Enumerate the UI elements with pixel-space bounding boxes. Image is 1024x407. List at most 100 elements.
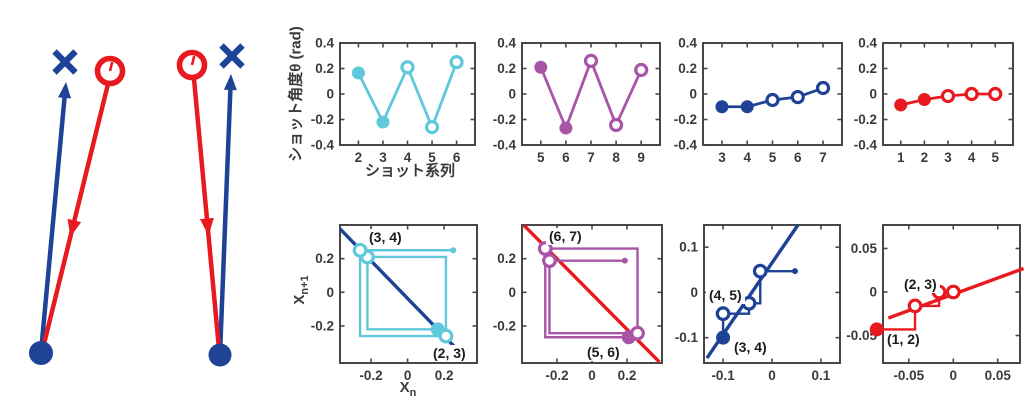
- data-marker-open: [449, 55, 464, 70]
- point-annotation: (2, 3): [901, 276, 940, 293]
- x-axis-letter: X: [399, 379, 410, 396]
- y-tick-label: 0.2: [497, 61, 516, 76]
- y-tick-label: -0.4: [311, 138, 335, 153]
- target-x-marker: [219, 43, 245, 69]
- y-tick-label: -0.2: [493, 112, 516, 127]
- cobweb-path: [358, 249, 454, 338]
- y-tick-label: 0.2: [315, 61, 334, 76]
- return-point-open: [630, 325, 645, 341]
- x-tick-label: 3: [944, 150, 952, 165]
- y-tick-label: 0: [690, 285, 698, 300]
- throw-diagram: [29, 43, 245, 367]
- y-tick-label: 0.05: [851, 241, 878, 256]
- bottom-y-axis-label: Xn+1: [291, 275, 311, 304]
- data-marker-filled: [351, 66, 365, 80]
- data-marker-filled: [894, 98, 908, 112]
- arrowhead: [58, 82, 71, 99]
- point-annotation: (3, 4): [366, 229, 405, 246]
- arrowhead: [223, 74, 237, 91]
- release-circle-tick: [108, 61, 114, 72]
- return-point-open: [542, 253, 557, 269]
- x-tick-label: 4: [743, 150, 751, 165]
- axis-frame: [339, 224, 478, 364]
- point-annotation: (3, 4): [731, 339, 770, 356]
- data-marker-open: [608, 117, 624, 133]
- data-marker-open: [400, 60, 415, 75]
- return-point-open: [537, 241, 553, 256]
- cobweb-end-dot: [621, 257, 628, 264]
- cobweb-end-dot: [791, 268, 798, 275]
- data-marker-open: [424, 120, 440, 135]
- data-marker-open: [940, 88, 956, 104]
- landing-dot: [208, 343, 232, 367]
- top-y-axis-label: ショット角度θ (rad): [287, 26, 305, 162]
- y-tick-label: 0.2: [497, 251, 516, 266]
- x-tick-label: 5: [428, 150, 436, 165]
- landing-dot: [29, 341, 53, 365]
- y-tick-label: 0: [326, 87, 334, 102]
- x-tick-label: 5: [537, 150, 545, 165]
- x-tick-label: -0.1: [711, 368, 735, 383]
- data-marker-open: [815, 80, 831, 96]
- x-tick-label: 3: [379, 150, 387, 165]
- y-tick-label: 0: [869, 87, 877, 102]
- arrowhead: [199, 217, 214, 236]
- x-tick-label: 0.2: [618, 368, 637, 383]
- plot-shot-angle-series-1: 2 3 4 5 6 0.4 0.2 0 -0.2 -0.4: [311, 36, 476, 165]
- x-tick-label: 0.2: [435, 368, 454, 383]
- x-tick-label: -0.05: [893, 368, 924, 383]
- x-tick-label: 7: [587, 150, 595, 165]
- x-tick-label: 7: [819, 150, 827, 165]
- actual-trajectory-arrow-line: [40, 83, 111, 349]
- y-tick-label: 0: [869, 284, 877, 299]
- data-marker-filled: [917, 92, 931, 106]
- x-tick-label: 5: [992, 150, 1000, 165]
- y-tick-label: 0: [508, 87, 516, 102]
- return-point-filled: [869, 322, 884, 337]
- y-tick-label: 0.4: [858, 36, 877, 51]
- point-annotation: (1, 2): [884, 331, 923, 348]
- data-marker-open: [790, 89, 805, 105]
- data-marker-open: [988, 86, 1003, 102]
- arrowhead: [67, 218, 82, 237]
- x-tick-label: 0: [768, 368, 776, 383]
- x-tick-label: 4: [968, 150, 976, 165]
- point-annotation: (4, 5): [706, 287, 745, 304]
- x-tick-label: 0: [404, 368, 412, 383]
- series-line: [539, 56, 643, 132]
- y-tick-label: -0.05: [846, 328, 877, 343]
- plot-return-map-3: -0.1 0 0.1 0.1 0 -0.1: [675, 224, 841, 383]
- x-tick-label: 9: [637, 150, 645, 165]
- return-point-open: [752, 263, 768, 279]
- release-circle-tick: [190, 55, 196, 66]
- y-tick-label: -0.2: [311, 112, 334, 127]
- x-tick-label: 2: [921, 150, 929, 165]
- throw-group-1: [29, 49, 126, 365]
- data-marker-open: [583, 53, 599, 68]
- x-tick-label: 4: [404, 150, 412, 165]
- x-tick-label: 8: [612, 150, 620, 165]
- plot-shot-angle-series-4: 1 2 3 4 50.40.20-0.2-0.4: [854, 36, 1014, 165]
- point-annotation: (2, 3): [430, 345, 469, 362]
- return-point-open: [438, 328, 454, 344]
- actual-trajectory-arrow-line: [191, 78, 222, 350]
- plot-shot-angle-series-3: 3 4 5 6 7 0.4 0.2 0 -0.2 -0.4: [674, 36, 843, 165]
- data-marker-filled: [715, 100, 729, 114]
- cobweb-end-dot: [450, 247, 457, 254]
- x-tick-label: -0.2: [545, 368, 568, 383]
- x-axis-subscript: n: [409, 387, 417, 399]
- x-tick-label: 3: [718, 150, 726, 165]
- y-tick-label: -0.2: [311, 318, 334, 333]
- x-tick-label: 0.1: [812, 368, 831, 383]
- ideal-trajectory-arrow-line: [38, 91, 68, 353]
- return-point-open: [352, 242, 368, 258]
- y-tick-label: 0.1: [679, 240, 698, 255]
- data-marker-open: [765, 92, 780, 108]
- return-point-open: [715, 306, 731, 322]
- data-marker-filled: [559, 121, 573, 135]
- x-tick-label: 0.05: [985, 368, 1012, 383]
- y-tick-label: 0.4: [678, 36, 697, 51]
- cobweb-path: [544, 247, 639, 339]
- top-x-axis-label: ショット系列: [364, 162, 456, 180]
- y-axis-subscript: n+1: [299, 275, 311, 295]
